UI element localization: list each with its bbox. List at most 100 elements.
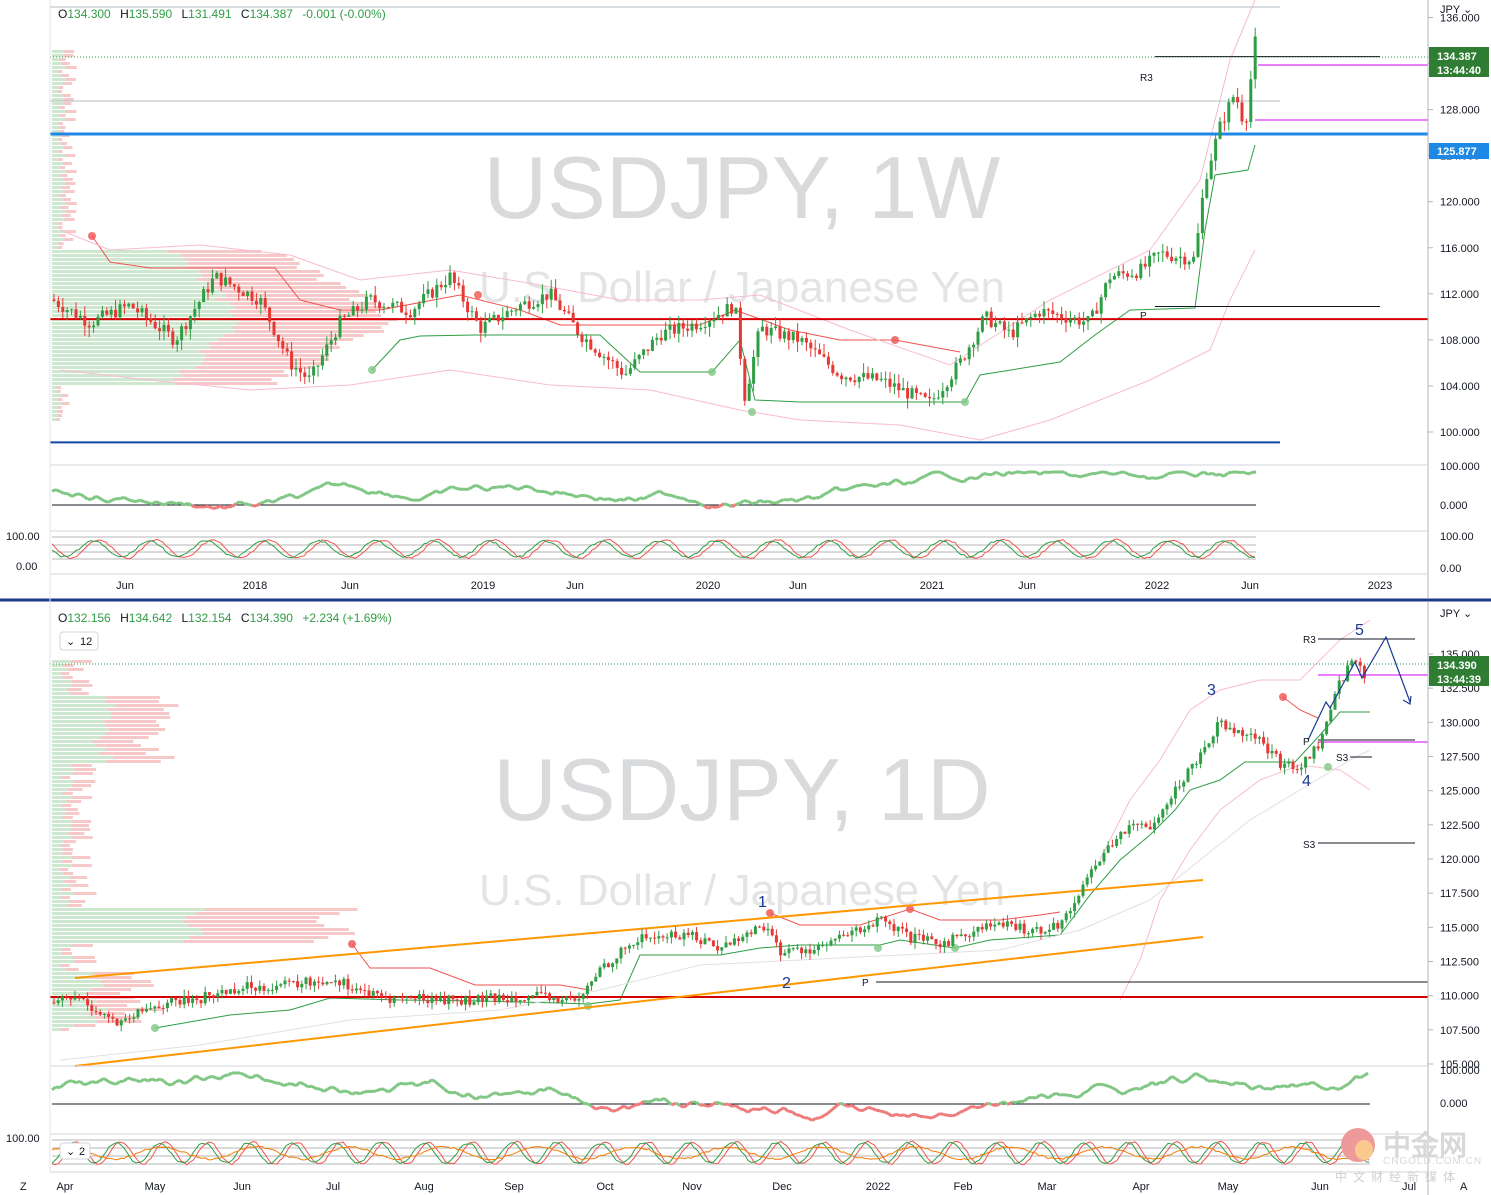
bottom-ind1-segment [455, 1091, 461, 1097]
daily-candle [800, 947, 804, 954]
top-ind1-segment [815, 495, 821, 500]
daily-candle [1295, 768, 1299, 770]
top-volume-bar-down [175, 382, 278, 385]
weekly-candle [888, 378, 892, 387]
zoom-left-button[interactable]: Z [20, 1181, 27, 1193]
daily-candle [161, 1007, 165, 1009]
top-level-badge [1429, 143, 1489, 159]
bottom-volume-bar-up [52, 1012, 89, 1015]
top-volume-bar-up [52, 350, 200, 353]
weekly-candle [210, 278, 214, 293]
daily-candle [384, 997, 388, 999]
bottom-time-tick: Dec [772, 1181, 792, 1193]
bottom-volume-bar-up [52, 968, 66, 971]
interval-chevron-icon[interactable]: ⌄ [66, 636, 75, 648]
daily-candle [447, 995, 451, 1005]
weekly-candle [1108, 279, 1112, 284]
auto-scale-button[interactable]: A [1460, 1181, 1468, 1193]
top-ind1-segment [171, 500, 177, 506]
top-candles[interactable] [52, 27, 1257, 409]
weekly-candle [699, 327, 703, 330]
top-volume-bar-down [220, 290, 360, 293]
bottom-volume-bar-up [52, 728, 109, 731]
bottom-signal-dot [1279, 693, 1287, 701]
daily-candle [1123, 831, 1127, 834]
top-volume-bar-up [52, 110, 66, 113]
daily-candle [405, 996, 409, 999]
daily-candle [409, 996, 413, 999]
top-ind1-segment [843, 487, 849, 492]
bottom-ind1-segment [479, 1095, 485, 1099]
top-currency-label[interactable]: JPY [1440, 4, 1461, 16]
bottom-price-badge [1429, 656, 1489, 686]
bottom-ind1-segment [1043, 1094, 1049, 1100]
bottom-volume-bar-up [52, 664, 63, 667]
weekly-candle [844, 377, 848, 380]
top-ind1-segment [651, 491, 657, 497]
bottom-ind1-segment [627, 1105, 633, 1111]
top-ind1-segment [835, 485, 841, 492]
interval-toggle[interactable] [59, 631, 99, 651]
top-currency-chevron-icon[interactable]: ⌄ [1463, 4, 1472, 16]
weekly-candle [791, 331, 795, 341]
top-volume-bar-down [210, 346, 340, 349]
weekly-candle [505, 311, 509, 318]
top-volume-bar-up [52, 130, 59, 133]
top-time-axis[interactable]: Jun 2018 Jun 2019 Jun 2020 Jun 2021 Jun 2022 Jun 20… [116, 580, 1392, 592]
bottom-currency-label[interactable]: JPY [1440, 608, 1461, 620]
bottom-volume-bar-up [52, 992, 87, 995]
bottom-volume-bar-down [72, 944, 93, 947]
weekly-candle [74, 309, 78, 318]
bottom-ind1-segment [535, 1087, 541, 1094]
bottom-ind1-segment [823, 1111, 829, 1117]
daily-candle [102, 1014, 106, 1016]
top-volume-bar-up [52, 226, 58, 229]
top-volume-bar-up [52, 118, 65, 121]
bottom-volume-bar-down [190, 936, 329, 939]
top-volume-bar-down [197, 278, 317, 281]
top-signal-dot [88, 232, 96, 240]
weekly-candle [628, 368, 632, 374]
bottom-ind1-segment [279, 1082, 285, 1088]
weekly-candle [840, 375, 844, 380]
top-volume-bar-up [52, 326, 234, 329]
indicator2-toggle[interactable] [59, 1142, 91, 1160]
bottom-ind1-segment [1039, 1093, 1045, 1098]
weekly-candle [1082, 321, 1086, 325]
weekly-candle [153, 321, 157, 329]
indicator2-chevron-icon[interactable]: ⌄ [66, 1146, 75, 1158]
top-ind1-segment [863, 482, 869, 487]
top-band-lower [59, 249, 1256, 441]
top-ind1-segment [255, 502, 261, 508]
bottom-ind1-segment [495, 1091, 501, 1097]
bottom-ind1-segment [591, 1105, 597, 1111]
daily-candle [266, 990, 270, 992]
daily-candle [1186, 768, 1190, 782]
bottom-ind1-segment [499, 1092, 505, 1097]
daily-candle [556, 997, 560, 1003]
top-ind1-segment [699, 502, 705, 508]
top-volume-bar-down [57, 246, 63, 249]
bottom-time-axis[interactable]: Apr May Jun Jul Aug Sep Oct Nov Dec 2022 Feb Mar Apr… [56, 1181, 1416, 1193]
daily-candle [220, 990, 224, 994]
weekly-candle [870, 373, 874, 379]
bottom-currency-chevron-icon[interactable]: ⌄ [1463, 608, 1472, 620]
bottom-ind1-segment [271, 1080, 277, 1085]
bottom-ind1-segment [339, 1089, 345, 1094]
top-volume-bar-down [62, 102, 72, 105]
weekly-candle [536, 304, 540, 307]
bottom-candles[interactable] [52, 657, 1366, 1032]
daily-candle [279, 984, 283, 986]
weekly-candle [1148, 255, 1152, 267]
top-ind1-segment [359, 487, 365, 493]
indicator2-value[interactable]: 2 [79, 1146, 85, 1158]
interval-value[interactable]: 12 [80, 636, 92, 648]
top-ind2-left-100: 100.00 [6, 531, 40, 543]
bottom-volume-bar-down [74, 768, 97, 771]
weekly-candle [439, 284, 443, 288]
weekly-candle [1020, 322, 1024, 324]
bottom-price-axis[interactable]: 135.000132.500130.000127.500125.000122.5… [1428, 649, 1480, 1071]
weekly-candle [452, 272, 456, 283]
daily-candle [884, 916, 888, 922]
